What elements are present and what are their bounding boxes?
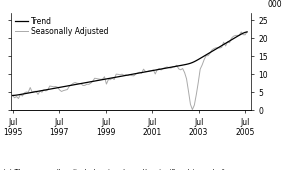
Legend: Trend, Seasonally Adjusted: Trend, Seasonally Adjusted [15,17,109,36]
Text: (a) The seasonally adjusted series shows the significant impact of
SARS in early: (a) The seasonally adjusted series shows… [3,168,224,170]
Y-axis label: 000: 000 [268,0,282,9]
